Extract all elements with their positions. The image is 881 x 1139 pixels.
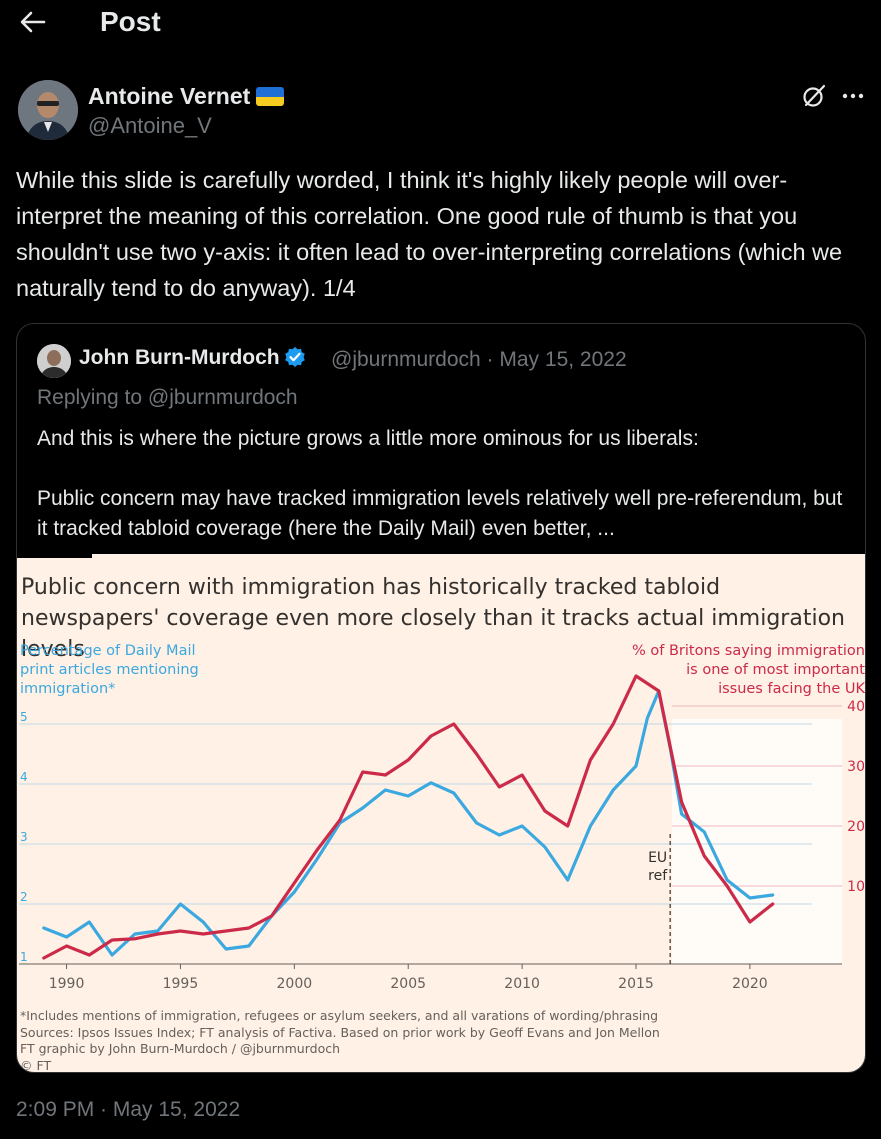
top-bar: Post <box>0 0 881 48</box>
avatar[interactable] <box>18 80 78 140</box>
quoted-paragraph-1: And this is where the picture grows a li… <box>37 427 699 450</box>
ukraine-flag-icon <box>256 87 285 106</box>
right-axis-label: issues facing the UK <box>718 681 865 697</box>
quoted-author-avatar <box>37 344 71 378</box>
quoted-author-name: John Burn-Murdoch <box>79 346 306 370</box>
left-tick-label: 5 <box>20 710 28 724</box>
right-tick-label: 10 <box>847 879 865 895</box>
quoted-tweet-card[interactable]: John Burn-Murdoch @jburnmurdoch · May 15… <box>16 323 866 1073</box>
author-display-name[interactable]: Antoine Vernet <box>88 83 285 110</box>
left-tick-label: 3 <box>20 830 28 844</box>
right-tick-label: 40 <box>847 699 865 715</box>
more-options-icon[interactable] <box>840 83 866 109</box>
quoted-tweet-text: And this is where the picture grows a li… <box>37 424 852 544</box>
x-tick-label: 2015 <box>618 976 654 992</box>
x-tick-label: 1995 <box>163 976 199 992</box>
quoted-author-name-text: John Burn-Murdoch <box>79 346 280 369</box>
tweet-author: Antoine Vernet @Antoine_V <box>18 80 868 142</box>
chart-plot: 1 2 3 4 5 10 20 30 40 1990 1995 2000 2005 2010 2015 202… <box>19 643 865 992</box>
footnote-line: © FT <box>20 1057 52 1073</box>
left-tick-label: 2 <box>20 890 28 904</box>
left-tick-label: 4 <box>20 770 28 784</box>
right-axis-label: % of Britons saying immigration <box>632 643 865 659</box>
x-tick-label: 2010 <box>504 976 540 992</box>
footnote-line: Sources: Ipsos Issues Index; FT analysis… <box>20 1024 660 1040</box>
chart-image[interactable]: Public concern with immigration has hist… <box>17 554 865 1073</box>
shaded-region <box>672 719 842 964</box>
footnote-line: *Includes mentions of immigration, refug… <box>20 1008 659 1023</box>
grok-icon[interactable] <box>801 83 827 109</box>
left-axis-label: print articles mentioning <box>20 662 199 678</box>
left-axis-label: Percentage of Daily Mail <box>20 643 196 659</box>
right-tick-label: 30 <box>847 759 865 775</box>
x-tick-label: 1990 <box>49 976 85 992</box>
left-tick-label: 1 <box>20 950 28 964</box>
eu-ref-label: ref <box>648 868 668 884</box>
author-handle[interactable]: @Antoine_V <box>88 113 212 138</box>
author-name-text: Antoine Vernet <box>88 83 251 109</box>
left-axis-label: immigration* <box>20 681 115 697</box>
eu-ref-label: EU <box>648 850 667 866</box>
footnote-line: FT graphic by John Burn-Murdoch / @jburn… <box>20 1041 341 1056</box>
quoted-avatar-image <box>37 344 71 378</box>
x-tick-label: 2005 <box>390 976 426 992</box>
chart-title: Public concern with immigration has hist… <box>21 575 845 662</box>
x-tick-label: 2020 <box>732 976 768 992</box>
x-tick-label: 2000 <box>277 976 313 992</box>
page-title: Post <box>100 6 161 37</box>
ft-brand-bar <box>17 554 92 558</box>
verified-badge-icon <box>284 347 305 367</box>
public-concern-series-line <box>42 674 775 960</box>
daily-mail-series-line <box>42 689 775 957</box>
tweet-text: While this slide is carefully worded, I … <box>16 167 843 301</box>
quoted-paragraph-2: Public concern may have tracked immigrat… <box>37 487 843 540</box>
right-tick-label: 20 <box>847 819 865 835</box>
replying-to: Replying to @jburnmurdoch <box>37 386 298 409</box>
right-axis-label: is one of most important <box>686 662 865 678</box>
avatar-image <box>18 80 78 140</box>
back-arrow-icon[interactable] <box>18 10 46 34</box>
quoted-handle-date: @jburnmurdoch · May 15, 2022 <box>331 348 627 371</box>
tweet-timestamp[interactable]: 2:09 PM · May 15, 2022 <box>16 1098 241 1121</box>
chart-footnotes: *Includes mentions of immigration, refug… <box>20 1008 860 1073</box>
